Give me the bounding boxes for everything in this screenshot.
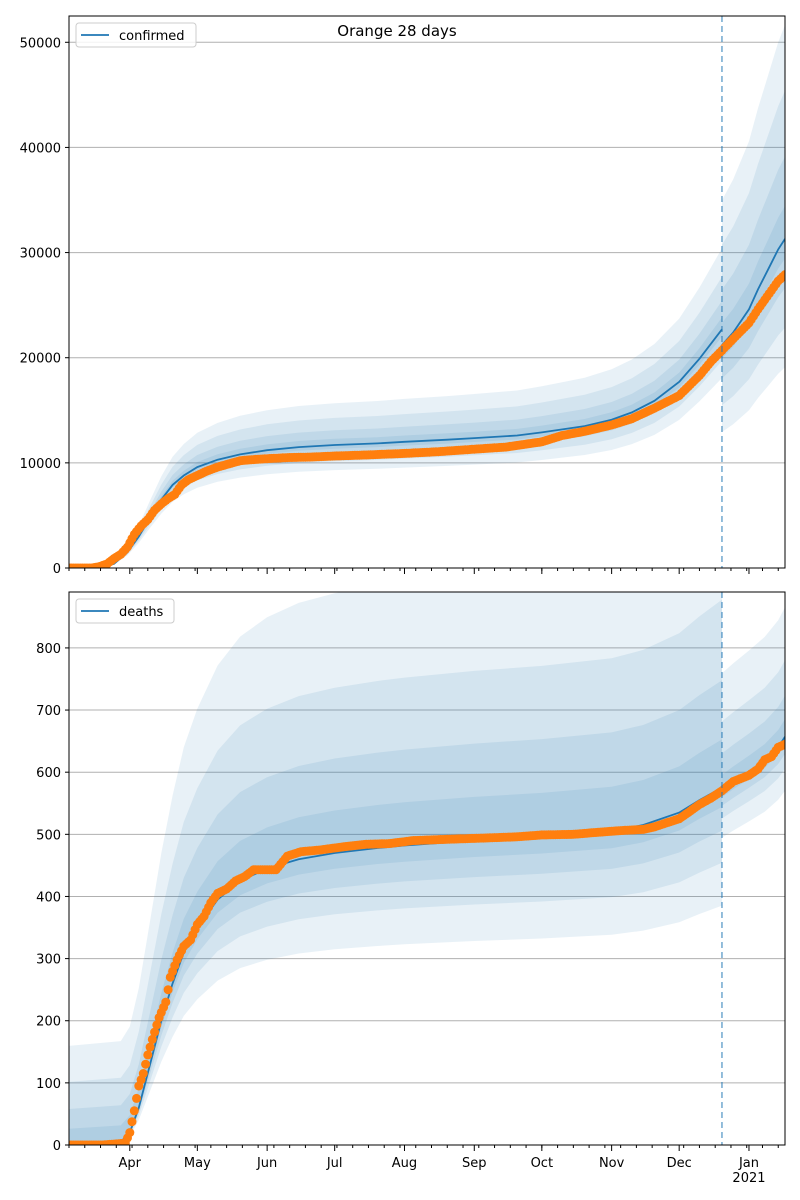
legend: confirmed: [75, 22, 197, 48]
observed-point: [145, 1042, 155, 1052]
model-band-0: [69, 248, 722, 568]
x-tick-label: Jun: [256, 1156, 277, 1171]
observed-point: [161, 997, 171, 1007]
x-tick-label: Aug: [392, 1156, 417, 1171]
y-tick-label: 0: [53, 1139, 61, 1154]
observed-point: [132, 1093, 141, 1103]
plot-area: [69, 25, 785, 568]
observed-point: [129, 1106, 139, 1116]
axes-frame: [68, 15, 786, 569]
x-tick-label: Apr: [119, 1156, 142, 1171]
model-band-1: [69, 276, 722, 568]
observed-point: [141, 1059, 151, 1069]
legend-box: [75, 22, 197, 48]
y-tick-label: 100: [36, 1077, 61, 1092]
x-tick-label: Sep: [462, 1156, 487, 1171]
observed-point: [147, 1034, 157, 1044]
y-tick-label: 50000: [20, 36, 61, 51]
x-tick-label: Dec: [667, 1156, 692, 1171]
legend-box: [75, 598, 175, 624]
model-band-0: [69, 592, 722, 1145]
chart-title: Orange 28 days: [337, 22, 457, 40]
y-tick-label: 20000: [20, 352, 61, 367]
x-tick-label: Jul: [326, 1156, 343, 1171]
plot-area: [69, 592, 785, 1145]
x-tick-label: Nov: [599, 1156, 625, 1171]
x-tick-label: 2021: [732, 1171, 765, 1186]
axes-frame: [68, 591, 786, 1146]
observed-point: [143, 1050, 153, 1060]
legend: deaths: [75, 598, 175, 624]
y-tick-label: 40000: [20, 141, 61, 156]
y-tick-label: 800: [36, 642, 61, 657]
y-tick-label: 30000: [20, 247, 61, 262]
y-tick-label: 400: [36, 890, 61, 905]
model-band-3: [69, 739, 722, 1145]
confirmed-panel: 0 10000 20000 30000 40000 50000 confirmed: [20, 15, 786, 577]
legend-label: confirmed: [119, 29, 185, 44]
y-tick-label: 600: [36, 766, 61, 781]
deaths-panel: 0 100 200 300 400 500 600 700 800 Apr May Jun Jul Aug…: [36, 591, 786, 1186]
y-tick-label: 700: [36, 704, 61, 719]
y-tick-label: 0: [53, 562, 61, 577]
y-tick-label: 300: [36, 953, 61, 968]
observed-point: [152, 1020, 162, 1030]
model-band-2: [69, 680, 722, 1145]
observed-point: [163, 985, 173, 995]
observed-point: [780, 739, 785, 749]
observed-point: [127, 1117, 137, 1127]
legend-label: deaths: [119, 605, 164, 620]
forecast-line: [721, 238, 785, 346]
x-tick-label: May: [184, 1156, 211, 1171]
model-band-1: [69, 599, 722, 1145]
observed-point: [780, 270, 785, 280]
model-band-2: [69, 300, 722, 568]
y-tick-label: 200: [36, 1015, 61, 1030]
x-tick-label: Oct: [531, 1156, 553, 1171]
x-tick-label: Jan: [738, 1156, 759, 1171]
forecast-band-3: [722, 206, 785, 359]
y-tick-label: 500: [36, 828, 61, 843]
observed-point: [125, 1128, 135, 1138]
observed-point: [138, 1069, 148, 1078]
forecast-band-2: [722, 156, 785, 379]
observed-point: [150, 1027, 160, 1037]
y-tick-label: 10000: [20, 457, 61, 472]
